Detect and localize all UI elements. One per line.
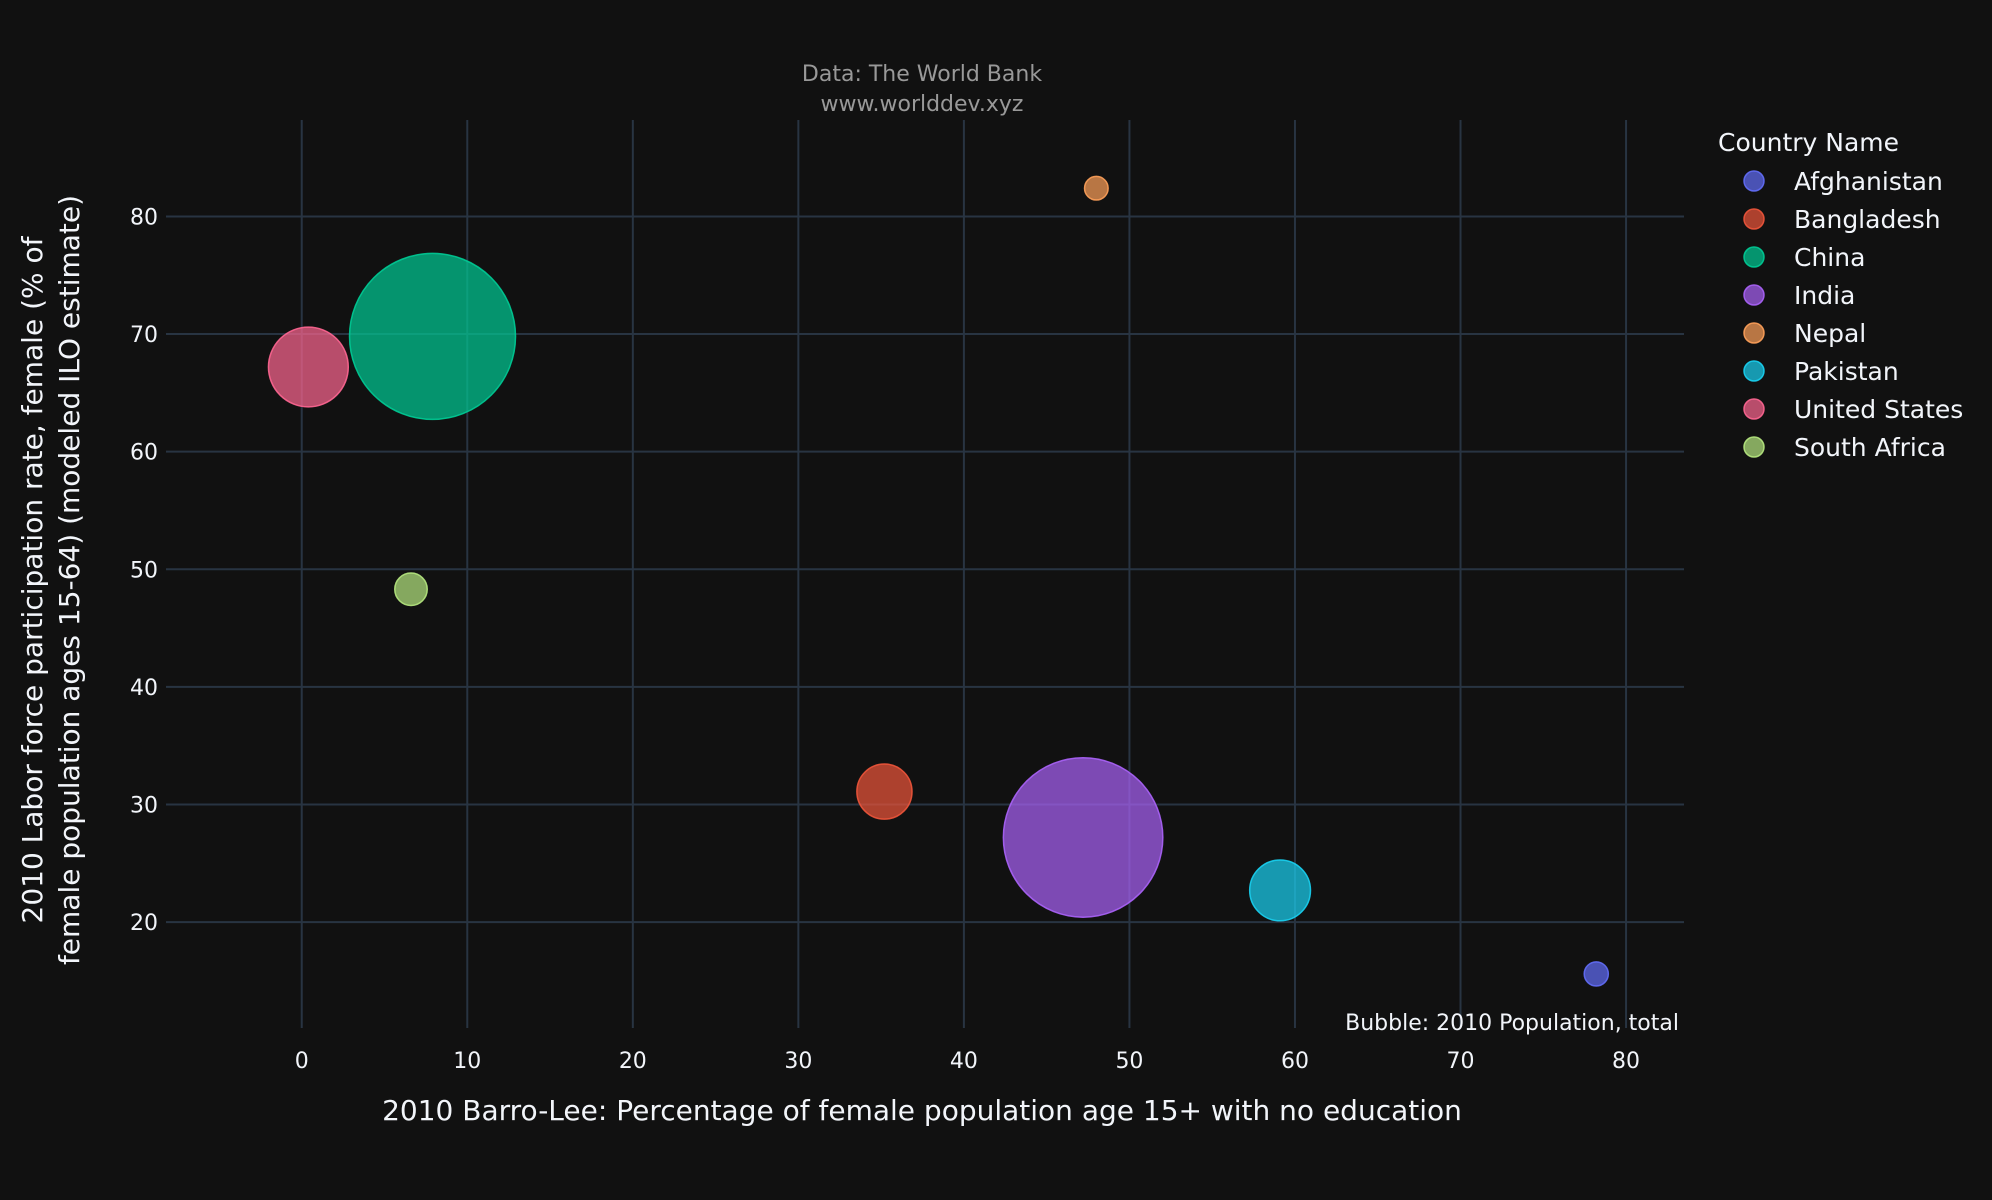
legend-item-india[interactable]: India <box>1743 281 1855 310</box>
tick-labels: 0 10 20 30 40 50 60 70 80 20 30 40 50 60 70 80 <box>130 205 1640 1074</box>
legend-label: Afghanistan <box>1794 167 1943 196</box>
legend-marker <box>1743 246 1765 268</box>
legend-item-pakistan[interactable]: Pakistan <box>1743 357 1899 386</box>
bubble-india[interactable] <box>1002 756 1164 918</box>
x-axis-title: 2010 Barro-Lee: Percentage of female pop… <box>382 1094 1462 1127</box>
legend-label: South Africa <box>1794 433 1946 462</box>
y-tick-label: 40 <box>130 676 158 701</box>
legend-label: Pakistan <box>1794 357 1899 386</box>
bubble-united-states[interactable] <box>267 326 350 408</box>
bubbles <box>267 175 1610 987</box>
y-axis-title-line2: female population ages 15-64) (modeled I… <box>53 195 86 965</box>
legend-item-south-africa[interactable]: South Africa <box>1743 433 1946 462</box>
legend-marker <box>1743 284 1765 306</box>
x-tick-label: 20 <box>619 1049 647 1074</box>
legend-item-nepal[interactable]: Nepal <box>1743 319 1866 348</box>
x-tick-label: 10 <box>453 1049 481 1074</box>
y-axis-title-line1: 2010 Labor force participation rate, fem… <box>16 235 49 923</box>
legend: Country Name Afghanistan Bangladesh China I… <box>1718 128 1963 462</box>
y-axis-title: 2010 Labor force participation rate, fem… <box>16 195 86 965</box>
legend-label: Bangladesh <box>1794 205 1941 234</box>
y-tick-label: 70 <box>130 323 158 348</box>
legend-marker <box>1743 360 1765 382</box>
y-tick-label: 80 <box>130 205 158 230</box>
grid <box>166 120 1684 1028</box>
y-tick-label: 60 <box>130 441 158 466</box>
legend-item-bangladesh[interactable]: Bangladesh <box>1743 205 1941 234</box>
y-tick-label: 30 <box>130 794 158 819</box>
legend-marker <box>1743 398 1765 420</box>
x-tick-label: 80 <box>1612 1049 1640 1074</box>
bubble-china[interactable] <box>348 252 517 421</box>
legend-marker <box>1743 322 1765 344</box>
legend-item-afghanistan[interactable]: Afghanistan <box>1743 167 1943 196</box>
bubble-size-annotation: Bubble: 2010 Population, total <box>1345 1011 1679 1036</box>
bubble-bangladesh[interactable] <box>856 763 913 820</box>
x-tick-label: 0 <box>295 1049 309 1074</box>
x-tick-label: 70 <box>1447 1049 1475 1074</box>
legend-title: Country Name <box>1718 128 1899 157</box>
x-tick-label: 30 <box>784 1049 812 1074</box>
legend-items: Afghanistan Bangladesh China India Nepal Paki… <box>1743 167 1963 462</box>
bubble-afghanistan[interactable] <box>1583 961 1610 987</box>
x-tick-label: 40 <box>950 1049 978 1074</box>
legend-label: India <box>1794 281 1855 310</box>
bubble-nepal[interactable] <box>1083 175 1109 201</box>
x-tick-label: 50 <box>1115 1049 1143 1074</box>
legend-marker <box>1743 436 1765 458</box>
bubble-south-africa[interactable] <box>394 572 428 607</box>
x-tick-label: 60 <box>1281 1049 1309 1074</box>
bubble-pakistan[interactable] <box>1248 859 1312 922</box>
legend-label: Nepal <box>1794 319 1866 348</box>
chart-subtitle-source: Data: The World Bank <box>802 62 1042 87</box>
legend-label: United States <box>1794 395 1963 424</box>
chart-subtitle-url: www.worlddev.xyz <box>821 92 1024 117</box>
legend-label: China <box>1794 243 1865 272</box>
legend-marker <box>1743 208 1765 230</box>
legend-item-united-states[interactable]: United States <box>1743 395 1963 424</box>
legend-item-china[interactable]: China <box>1743 243 1865 272</box>
y-tick-label: 50 <box>130 558 158 583</box>
legend-marker <box>1743 170 1765 192</box>
y-tick-label: 20 <box>130 911 158 936</box>
